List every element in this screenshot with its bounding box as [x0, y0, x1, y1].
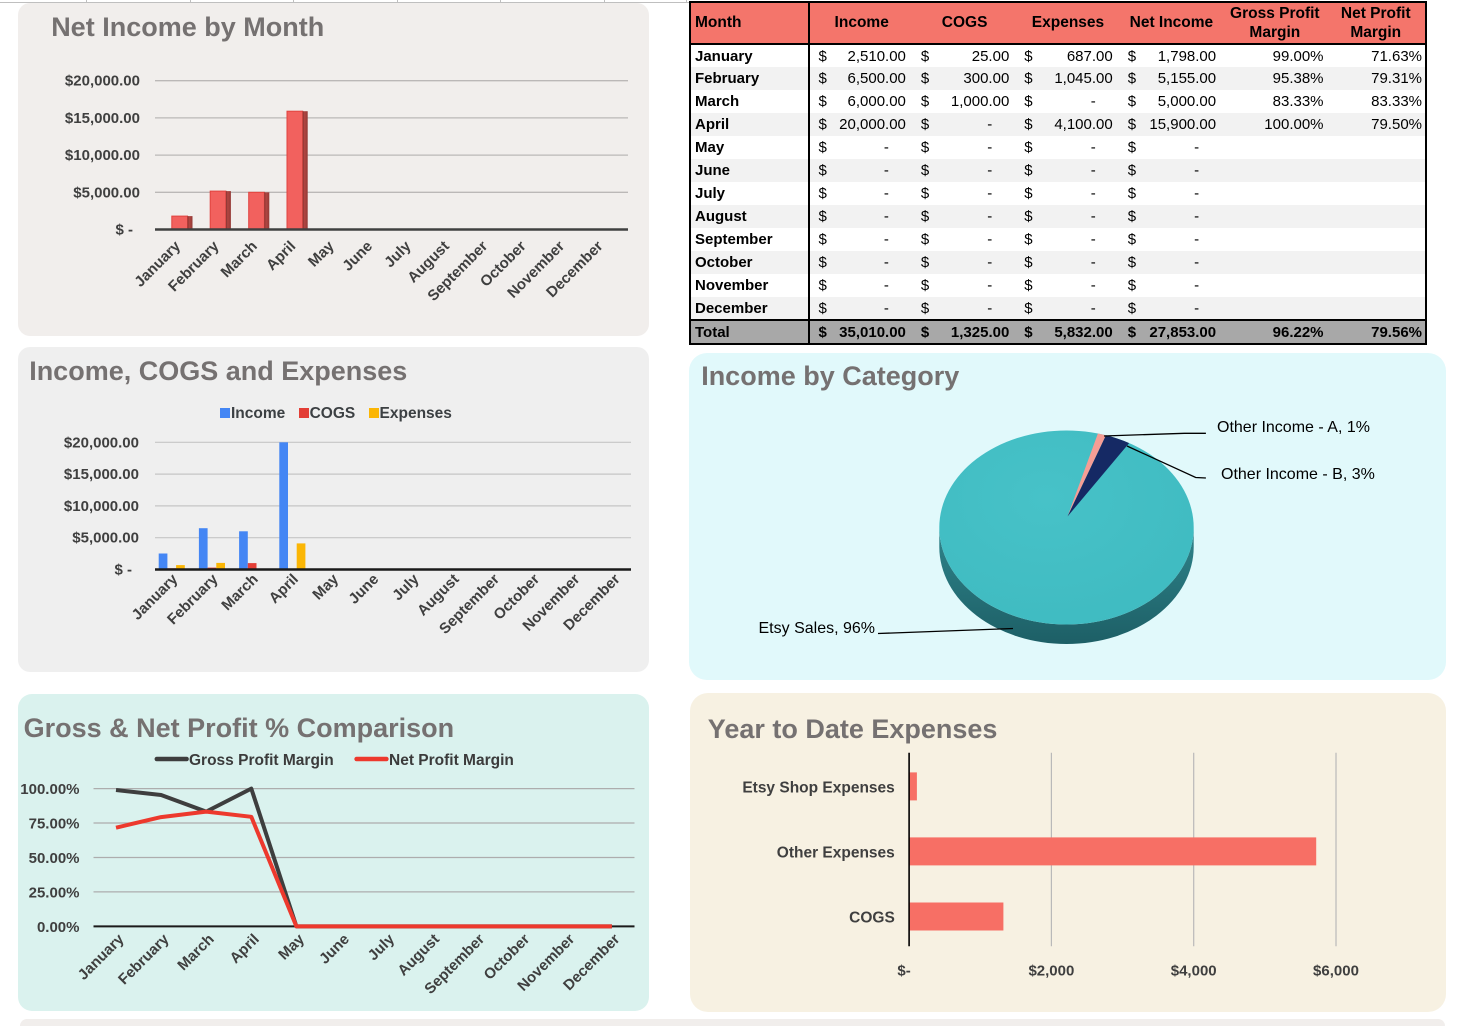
svg-text:$20,000.00: $20,000.00 — [64, 434, 139, 451]
svg-text:Other Income - A, 1%: Other Income - A, 1% — [1217, 419, 1370, 436]
svg-text:February: February — [115, 930, 173, 988]
svg-text:$4,000: $4,000 — [1171, 963, 1217, 980]
svg-text:$10,000.00: $10,000.00 — [65, 147, 140, 164]
svg-text:75.00%: 75.00% — [29, 816, 80, 833]
svg-text:50.00%: 50.00% — [29, 850, 80, 867]
svg-text:$20,000.00: $20,000.00 — [65, 73, 140, 90]
svg-text:April: April — [263, 238, 299, 274]
svg-text:$6,000: $6,000 — [1313, 963, 1359, 980]
svg-text:$5,000.00: $5,000.00 — [73, 184, 140, 201]
svg-text:$5,000.00: $5,000.00 — [72, 530, 139, 547]
svg-text:100.00%: 100.00% — [20, 781, 79, 798]
svg-text:COGS: COGS — [849, 910, 895, 927]
svg-text:April: April — [227, 931, 263, 967]
svg-text:$ -: $ - — [115, 222, 133, 239]
svg-text:March: March — [174, 931, 217, 974]
svg-text:Etsy Sales, 96%: Etsy Sales, 96% — [759, 620, 876, 637]
svg-text:Other Expenses: Other Expenses — [777, 844, 895, 861]
svg-text:March: March — [218, 571, 261, 614]
svg-text:June: June — [345, 571, 382, 608]
svg-text:0.00%: 0.00% — [37, 919, 80, 936]
svg-text:July: July — [365, 930, 399, 964]
svg-text:25.00%: 25.00% — [29, 884, 80, 901]
svg-text:Other Income - B, 3%: Other Income - B, 3% — [1221, 466, 1375, 483]
svg-text:April: April — [266, 571, 302, 607]
svg-text:Net Profit Margin: Net Profit Margin — [389, 752, 514, 769]
svg-text:March: March — [218, 238, 261, 281]
svg-text:July: July — [381, 237, 415, 271]
svg-text:July: July — [389, 570, 423, 604]
svg-text:May: May — [305, 237, 338, 270]
svg-text:$15,000.00: $15,000.00 — [64, 466, 139, 483]
svg-text:$15,000.00: $15,000.00 — [65, 110, 140, 127]
svg-text:$ -: $ - — [114, 562, 132, 579]
svg-text:May: May — [309, 570, 342, 603]
svg-text:Etsy Shop Expenses: Etsy Shop Expenses — [742, 779, 894, 796]
svg-text:$2,000: $2,000 — [1028, 963, 1074, 980]
svg-text:June: June — [316, 931, 353, 968]
svg-text:$-: $- — [897, 963, 910, 980]
svg-text:May: May — [275, 930, 308, 963]
svg-text:$10,000.00: $10,000.00 — [64, 498, 139, 515]
svg-text:June: June — [339, 238, 376, 275]
svg-text:Gross Profit Margin: Gross Profit Margin — [189, 752, 334, 769]
